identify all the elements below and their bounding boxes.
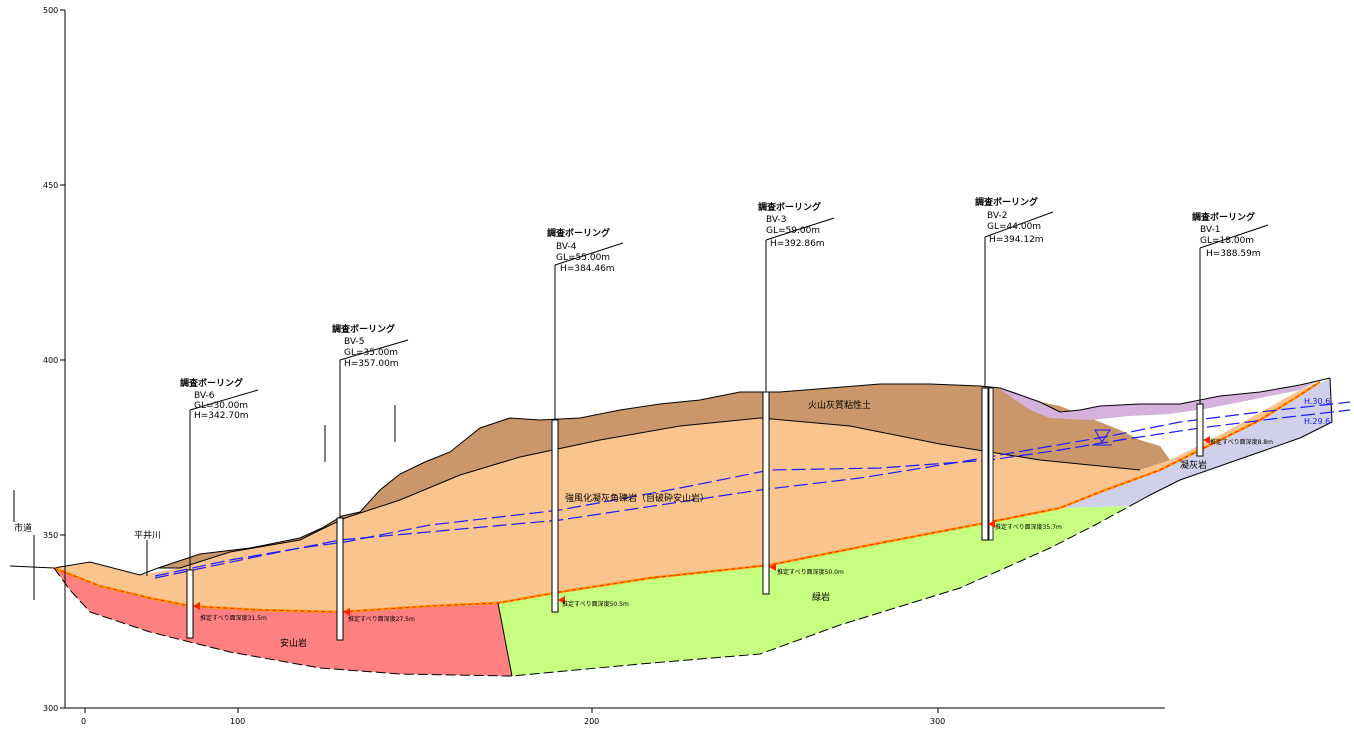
borehole-gl: GL=59.00m — [766, 226, 820, 236]
label-volcanic-clay: 火山灰質粘性土 — [808, 399, 871, 411]
ground-surface-left — [53, 561, 159, 576]
x-tick-label: 200 — [584, 717, 599, 726]
borehole-id: BV-4 — [556, 242, 577, 252]
label-tuff-breccia: 強風化凝灰角礫岩（自破砕安山岩） — [565, 492, 709, 504]
label-andesite: 安山岩 — [280, 637, 307, 649]
y-tick-label: 350 — [43, 531, 58, 540]
x-tick-label: 0 — [81, 717, 86, 726]
borehole-gl: GL=44.00m — [987, 222, 1041, 232]
slip-markers: 推定すべり面深度31.5m 推定すべり面深度27.5m 推定すべり面深度50.5… — [193, 436, 1273, 623]
slip-label: 推定すべり面深度50.5m — [562, 600, 629, 608]
road-surface — [9, 565, 55, 569]
label-tuff: 緑岩 — [812, 591, 830, 603]
slip-label: 推定すべり面深度31.5m — [200, 614, 267, 622]
borehole-id: BV-6 — [194, 391, 215, 401]
borehole-title: 調査ボーリング — [975, 196, 1038, 208]
x-tick-label: 100 — [230, 717, 245, 726]
borehole-h: H=342.70m — [194, 411, 249, 421]
borehole-id: BV-1 — [1200, 225, 1221, 235]
borehole-bv6: 調査ボーリング BV-6 GL=30.00m H=342.70m — [180, 377, 259, 639]
borehole-h: H=384.46m — [560, 264, 615, 274]
borehole-title: 調査ボーリング — [547, 227, 610, 239]
borehole-bv1: 調査ボーリング BV-1 GL=18.00m H=388.59m — [1192, 211, 1269, 457]
slip-label: 推定すべり面深度27.5m — [348, 615, 415, 623]
borehole-gl: GL=35.00m — [344, 348, 398, 358]
label-water-h30: H.30.6 — [1304, 397, 1330, 406]
borehole-bv2: 調査ボーリング BV-2 GL=44.00m H=394.12m — [975, 196, 1054, 541]
slip-label: 推定すべり面深度35.7m — [995, 523, 1062, 531]
borehole-title: 調査ボーリング — [758, 201, 821, 213]
borehole-h: H=394.12m — [989, 235, 1044, 245]
label-water-h29: H.29.6 — [1304, 417, 1330, 426]
borehole-id: BV-3 — [766, 215, 787, 225]
borehole-id: BV-2 — [987, 211, 1008, 221]
y-tick-label: 450 — [43, 181, 58, 190]
borehole-h: H=388.59m — [1206, 249, 1261, 259]
section-right-end — [1329, 377, 1333, 423]
y-tick-label: 400 — [43, 356, 58, 365]
borehole-bv3: 調査ボーリング BV-3 GL=59.00m H=392.86m — [758, 201, 835, 595]
y-tick-label: 500 — [43, 6, 58, 15]
water-table-icon — [1094, 429, 1111, 443]
x-tick-label: 300 — [930, 717, 945, 726]
borehole-id: BV-5 — [344, 337, 365, 347]
bedrock-base — [53, 505, 1131, 677]
layer-volcanic-clay — [158, 384, 1170, 568]
borehole-gl: GL=55.00m — [556, 253, 610, 263]
layer-tuff — [498, 506, 1130, 676]
y-tick-label: 300 — [43, 704, 58, 713]
road-label: 市道 — [14, 522, 32, 534]
layer-tuff-breccia — [54, 382, 1320, 612]
borehole-title: 調査ボーリング — [180, 377, 243, 389]
andesite-tuff-boundary — [497, 602, 513, 677]
borehole-gl: GL=30.00m — [194, 401, 248, 411]
groundwater-h29 — [154, 409, 1351, 577]
ground-surface — [157, 377, 1331, 569]
borehole-gl: GL=18.00m — [1200, 236, 1254, 246]
layer-tuff-right — [1060, 378, 1332, 508]
borehole-title: 調査ボーリング — [1192, 211, 1255, 223]
tuff-right-base — [1129, 421, 1333, 507]
borehole-bv5: 調査ボーリング BV-5 GL=35.00m H=357.00m — [332, 323, 409, 641]
y-ticks: 500 450 400 350 300 — [43, 6, 65, 713]
borehole-title: 調査ボーリング — [332, 323, 395, 335]
borehole-h: H=357.00m — [344, 359, 399, 369]
river-label: 平井川 — [134, 529, 161, 541]
layer-pink — [998, 380, 1320, 420]
label-tuff-right: 凝灰岩 — [1180, 459, 1207, 471]
borehole-bv4: 調査ボーリング BV-4 GL=55.00m H=384.46m — [547, 227, 624, 613]
layer-andesite — [54, 568, 512, 676]
slip-label: 推定すべり面深度50.0m — [777, 568, 844, 576]
clay-base-line — [158, 417, 1141, 569]
borehole-h: H=392.86m — [770, 239, 825, 249]
slip-label: 推定すべり面深度8.8m — [1210, 438, 1273, 446]
x-ticks: 0 100 200 300 — [81, 708, 945, 726]
